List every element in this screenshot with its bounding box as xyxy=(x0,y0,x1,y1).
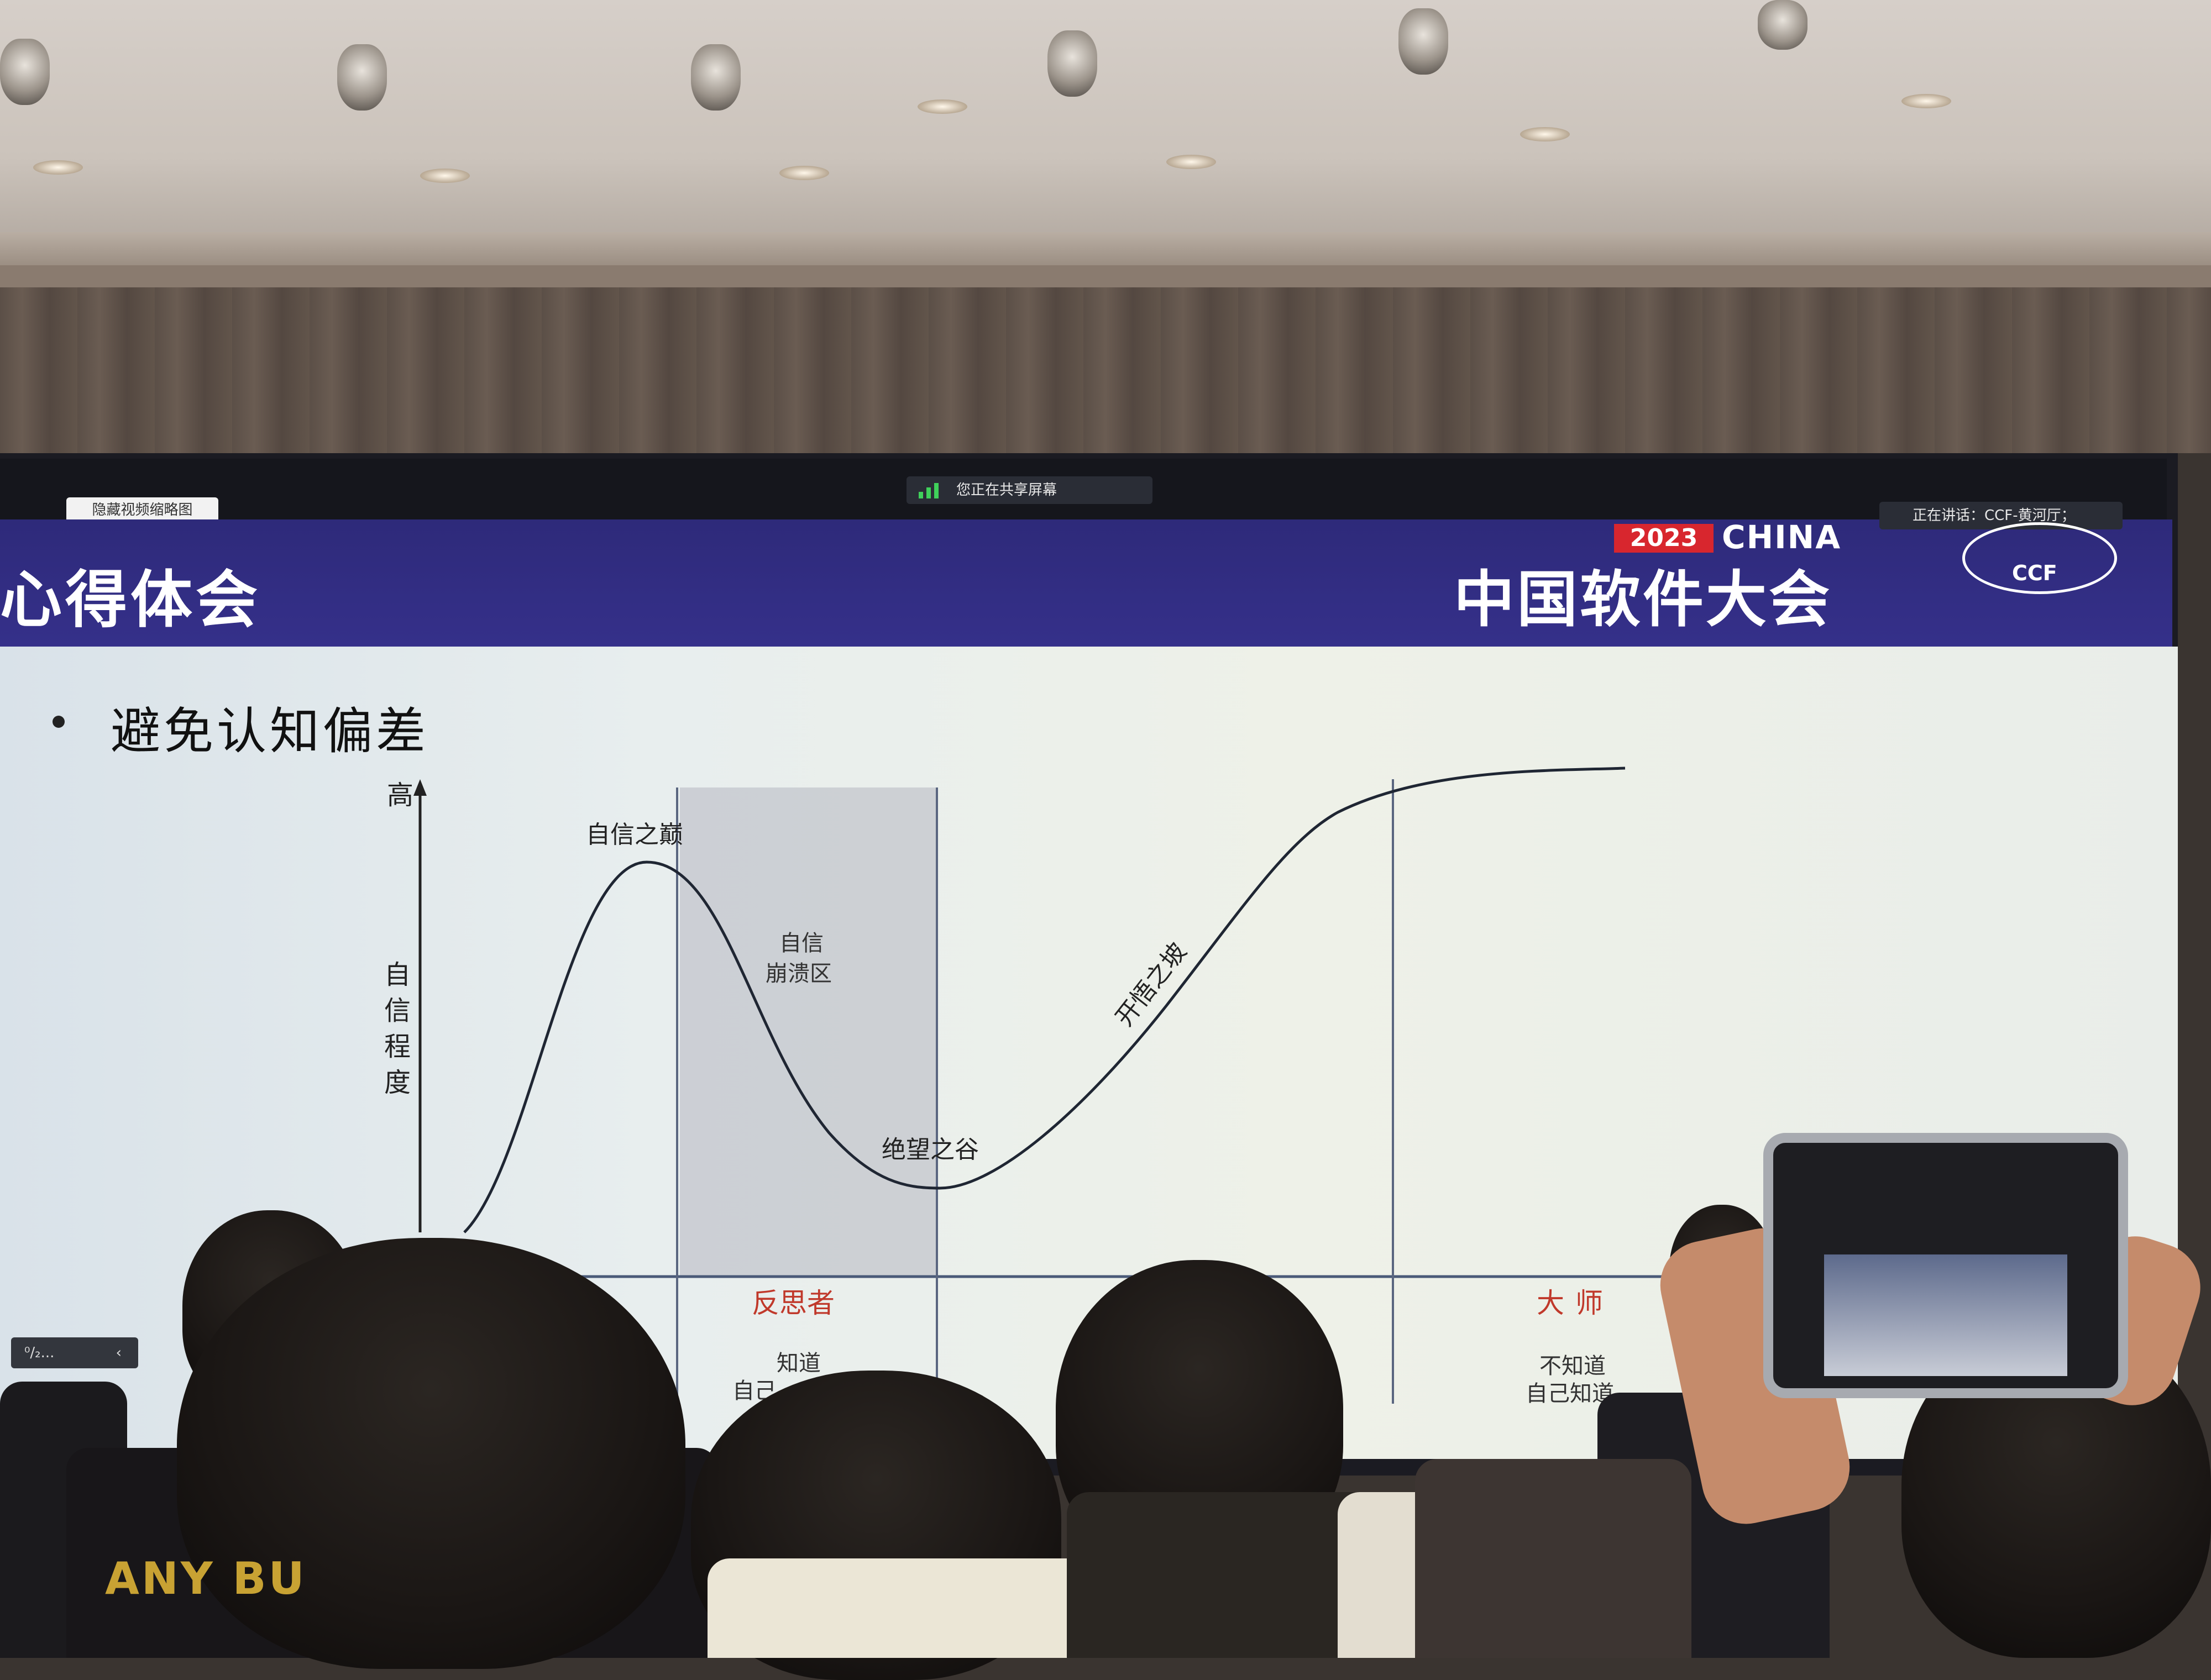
chevron-left-icon[interactable]: ‹ xyxy=(116,1345,122,1361)
wood-panel-wall xyxy=(0,287,2211,453)
ceiling-spotlight xyxy=(337,44,387,111)
audience-body xyxy=(1415,1459,1691,1658)
bullet-icon xyxy=(53,716,65,728)
audience-body xyxy=(708,1558,1106,1658)
peak-annotation: 自信之巅 xyxy=(586,821,683,849)
collapse-zone-label-1: 自信 xyxy=(779,931,824,956)
conference-name: 中国软件大会 xyxy=(1454,564,1832,635)
confidence-curve xyxy=(463,767,1626,1233)
signal-strength-icon xyxy=(919,483,939,498)
ceiling-spotlight xyxy=(1398,8,1448,75)
ceiling-spotlight xyxy=(1758,0,1807,50)
screen-sharing-status[interactable]: 您正在共享屏幕 xyxy=(907,476,1152,504)
y-axis-label-char: 程 xyxy=(384,1031,411,1062)
slope-annotation: 开悟之坡 xyxy=(1110,938,1192,1032)
hide-video-thumbnails-button[interactable]: 隐藏视频缩略图 xyxy=(66,497,218,523)
y-axis-label-char: 自 xyxy=(384,959,411,990)
slide-navigation-control[interactable]: ⁰/₂... ‹ xyxy=(11,1337,138,1368)
valley-annotation: 绝望之谷 xyxy=(882,1136,979,1164)
ccf-logo-icon xyxy=(1962,522,2117,594)
brand-text: CHINA xyxy=(1722,518,1842,556)
stage-desc-master-2: 自己知道 xyxy=(1526,1381,1614,1406)
audience-body xyxy=(1067,1492,1376,1658)
slide-header xyxy=(0,519,2172,647)
slide-counter: ⁰/₂... xyxy=(24,1345,55,1361)
ccf-logo-text: CCF xyxy=(2012,561,2057,585)
ceiling-spotlight xyxy=(1047,30,1097,97)
collapse-zone-label-2: 崩溃区 xyxy=(766,961,832,986)
stage-name-reflector: 反思者 xyxy=(752,1287,835,1319)
speaking-indicator: 正在讲话：CCF-黄河厅； xyxy=(1879,502,2123,529)
audience-head xyxy=(177,1238,685,1669)
ceiling-spotlight xyxy=(691,44,741,111)
tshirt-print: ANY BU xyxy=(105,1553,307,1604)
stage-name-master: 大师 xyxy=(1537,1287,1614,1319)
y-top-label: 高 xyxy=(387,780,413,811)
downlight xyxy=(1520,127,1570,141)
downlight xyxy=(420,169,470,183)
dunning-kruger-chart: 高 自 信 程 度 自信之巅 自信 崩溃区 绝望之谷 开悟之坡 反思者 大师 知… xyxy=(384,767,2172,1406)
bullet-text: 避免认知偏差 xyxy=(111,702,429,760)
downlight xyxy=(1901,94,1951,108)
tablet-screen xyxy=(1824,1254,2067,1376)
downlight xyxy=(918,99,967,114)
downlight xyxy=(33,160,83,175)
y-axis-label-char: 度 xyxy=(384,1067,411,1098)
ceiling-spotlight xyxy=(0,39,50,105)
year-badge: 2023 xyxy=(1614,524,1714,553)
downlight xyxy=(779,166,829,180)
slide-title: 心得体会 xyxy=(0,564,261,636)
y-axis-arrow-icon xyxy=(413,779,427,796)
downlight xyxy=(1166,155,1216,169)
stage-desc-master-1: 不知道 xyxy=(1539,1353,1606,1379)
y-axis-label: 自 信 程 度 xyxy=(384,959,411,1098)
collapse-zone-area xyxy=(680,788,937,1277)
stage-desc-reflector-1: 知道 xyxy=(777,1351,821,1376)
y-axis-label-char: 信 xyxy=(384,995,411,1026)
